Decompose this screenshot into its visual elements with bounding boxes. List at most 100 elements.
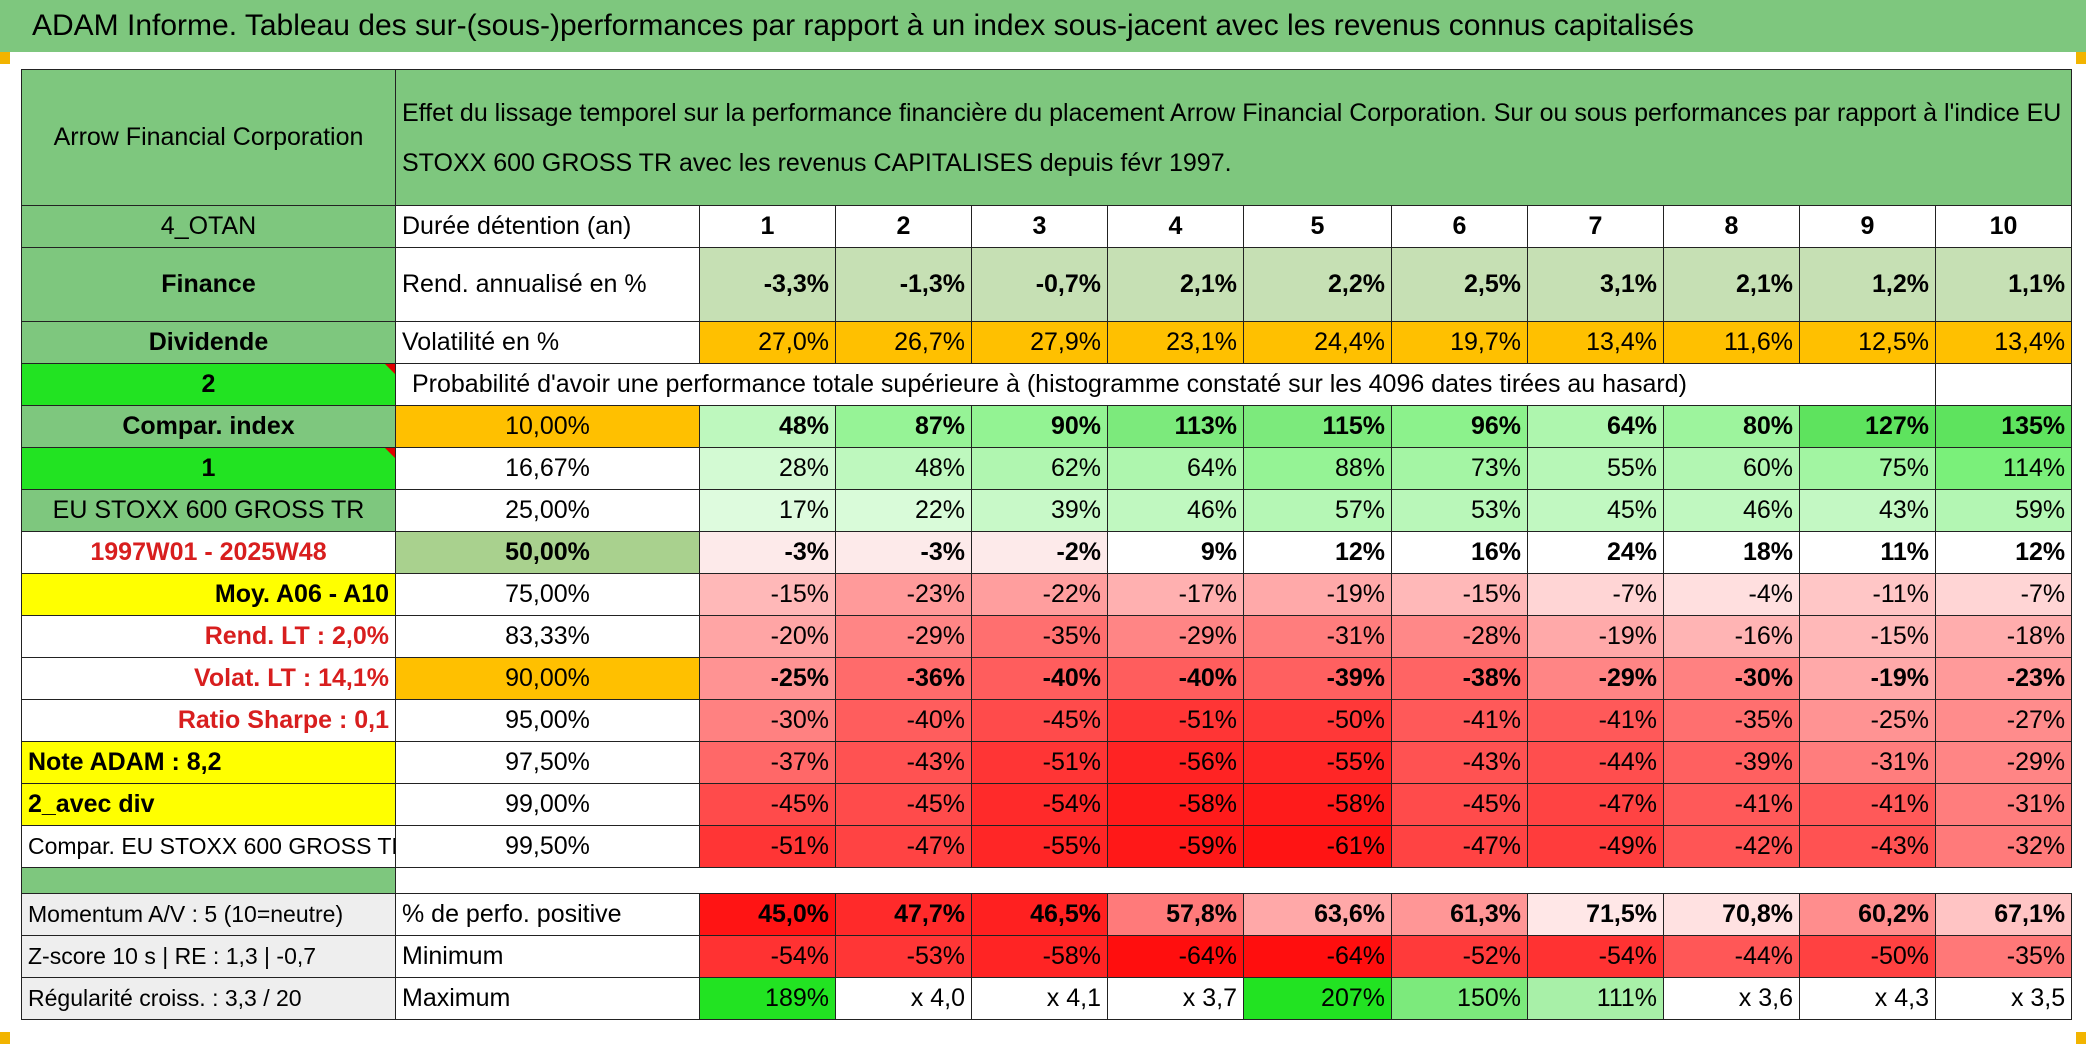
percentile-cell: -4% [1663,573,1800,616]
volatilite-value: 13,4% [1934,321,2073,364]
percentile-cell: -43% [835,741,972,784]
percentile-cell: -23% [1934,657,2073,700]
percentile-cell: -55% [1243,741,1392,784]
percentile-cell: -45% [699,783,836,826]
percentile-cell: -15% [1799,615,1936,658]
percentile-cell: 75% [1799,447,1936,490]
percentile-cell: -31% [1934,783,2073,826]
percentile-row-label: 1997W01 - 2025W48 [21,531,396,574]
summary-cell: -35% [1934,935,2073,978]
percentile-cell: 11% [1799,531,1936,574]
percentile-cell: 64% [1527,405,1664,448]
summary-cell: x 3,6 [1663,977,1800,1020]
percentile-cell: -31% [1799,741,1936,784]
percentile-value: 16,67% [395,447,700,490]
percentile-row: 1997W01 - 2025W48 50,00% -3% -3% -2% 9% 12% 16%… [21,531,2073,574]
volatilite-value: 24,4% [1243,321,1392,364]
percentile-cell: -45% [835,783,972,826]
percentile-cell: -47% [1391,825,1528,868]
header-row: Arrow Financial Corporation Effet du liss… [21,69,2073,206]
percentile-cell: -36% [835,657,972,700]
percentile-cell: 18% [1663,531,1800,574]
percentile-cell: 88% [1243,447,1392,490]
percentile-cell: -19% [1243,573,1392,616]
percentile-cell: -19% [1527,615,1664,658]
summary-cell: 57,8% [1107,893,1244,936]
percentile-row-label: EU STOXX 600 GROSS TR [21,489,396,532]
percentile-cell: 73% [1391,447,1528,490]
percentile-cell: -41% [1799,783,1936,826]
percentile-cell: -7% [1527,573,1664,616]
percentile-cell: 135% [1934,405,2073,448]
percentile-cell: -31% [1243,615,1392,658]
percentile-cell: 53% [1391,489,1528,532]
percentile-row: Note ADAM : 8,2 97,50% -37% -43% -51% -56% -55… [21,741,2073,784]
volatilite-value: 12,5% [1799,321,1936,364]
year-header: 5 [1243,205,1392,248]
summary-cell: 71,5% [1527,893,1664,936]
percentile-cell: -2% [971,531,1108,574]
corner-marker [0,1032,10,1044]
percentile-cell: -15% [699,573,836,616]
summary-row-label: Régularité croiss. : 3,3 / 20 [21,977,396,1020]
percentile-row-label: Volat. LT : 14,1% [21,657,396,700]
summary-cell: -58% [971,935,1108,978]
empty-cell [1934,363,2073,406]
percentile-value: 97,50% [395,741,700,784]
percentile-value: 90,00% [395,657,700,700]
percentile-row-label: Rend. LT : 2,0% [21,615,396,658]
percentile-cell: -22% [971,573,1108,616]
percentile-cell: 28% [699,447,836,490]
percentile-cell: -32% [1934,825,2073,868]
summary-label: Maximum [395,977,700,1020]
label-dividende: Dividende [21,321,396,364]
summary-cell: x 4,1 [971,977,1108,1020]
report-title: ADAM Informe. Tableau des sur-(sous-)per… [0,0,2086,52]
percentile-cell: -44% [1527,741,1664,784]
year-header: 8 [1663,205,1800,248]
percentile-cell: -29% [835,615,972,658]
percentile-cell: 55% [1527,447,1664,490]
summary-row: Z-score 10 s | RE : 1,3 | -0,7 Minimum -54… [21,935,2073,978]
summary-cell: 45,0% [699,893,836,936]
percentile-cell: -23% [835,573,972,616]
summary-cell: 207% [1243,977,1392,1020]
rendement-value: -0,7% [971,247,1108,322]
percentile-value: 95,00% [395,699,700,742]
summary-cell: 63,6% [1243,893,1392,936]
percentile-cell: -16% [1663,615,1800,658]
percentile-cell: -30% [1663,657,1800,700]
percentile-cell: 48% [699,405,836,448]
percentile-cell: -18% [1934,615,2073,658]
label-probabilite: Probabilité d'avoir une performance tota… [395,363,1936,406]
percentile-value: 10,00% [395,405,700,448]
percentile-cell: -59% [1107,825,1244,868]
percentile-value: 83,33% [395,615,700,658]
percentile-cell: -50% [1243,699,1392,742]
separator-green [21,867,396,894]
label-finance: Finance [21,247,396,322]
percentile-cell: -29% [1934,741,2073,784]
year-header: 4 [1107,205,1244,248]
percentile-cell: 80% [1663,405,1800,448]
percentile-value: 99,50% [395,825,700,868]
percentile-cell: 39% [971,489,1108,532]
percentile-row: EU STOXX 600 GROSS TR 25,00% 17% 22% 39% 46% 5… [21,489,2073,532]
row-duree: 4_OTAN Durée détention (an) 1 2 3 4 5 6 7 8 9 10 [21,205,2073,248]
rendement-value: 2,5% [1391,247,1528,322]
percentile-cell: 46% [1107,489,1244,532]
row-volatilite: Dividende Volatilité en % 27,0% 26,7% 27,9% 2… [21,321,2073,364]
rendement-value: 2,1% [1107,247,1244,322]
percentile-cell: -30% [699,699,836,742]
summary-cell: -54% [699,935,836,978]
row-rendement: Finance Rend. annualisé en % -3,3% -1,3% -0,… [21,247,2073,322]
percentile-cell: 60% [1663,447,1800,490]
summary-cell: -52% [1391,935,1528,978]
percentile-row-label: Compar. EU STOXX 600 GROSS TR [21,825,396,868]
percentile-cell: -27% [1934,699,2073,742]
summary-label: % de perfo. positive [395,893,700,936]
summary-cell: 61,3% [1391,893,1528,936]
summary-row: Régularité croiss. : 3,3 / 20 Maximum 189%… [21,977,2073,1020]
percentile-cell: -40% [835,699,972,742]
rendement-value: 3,1% [1527,247,1664,322]
